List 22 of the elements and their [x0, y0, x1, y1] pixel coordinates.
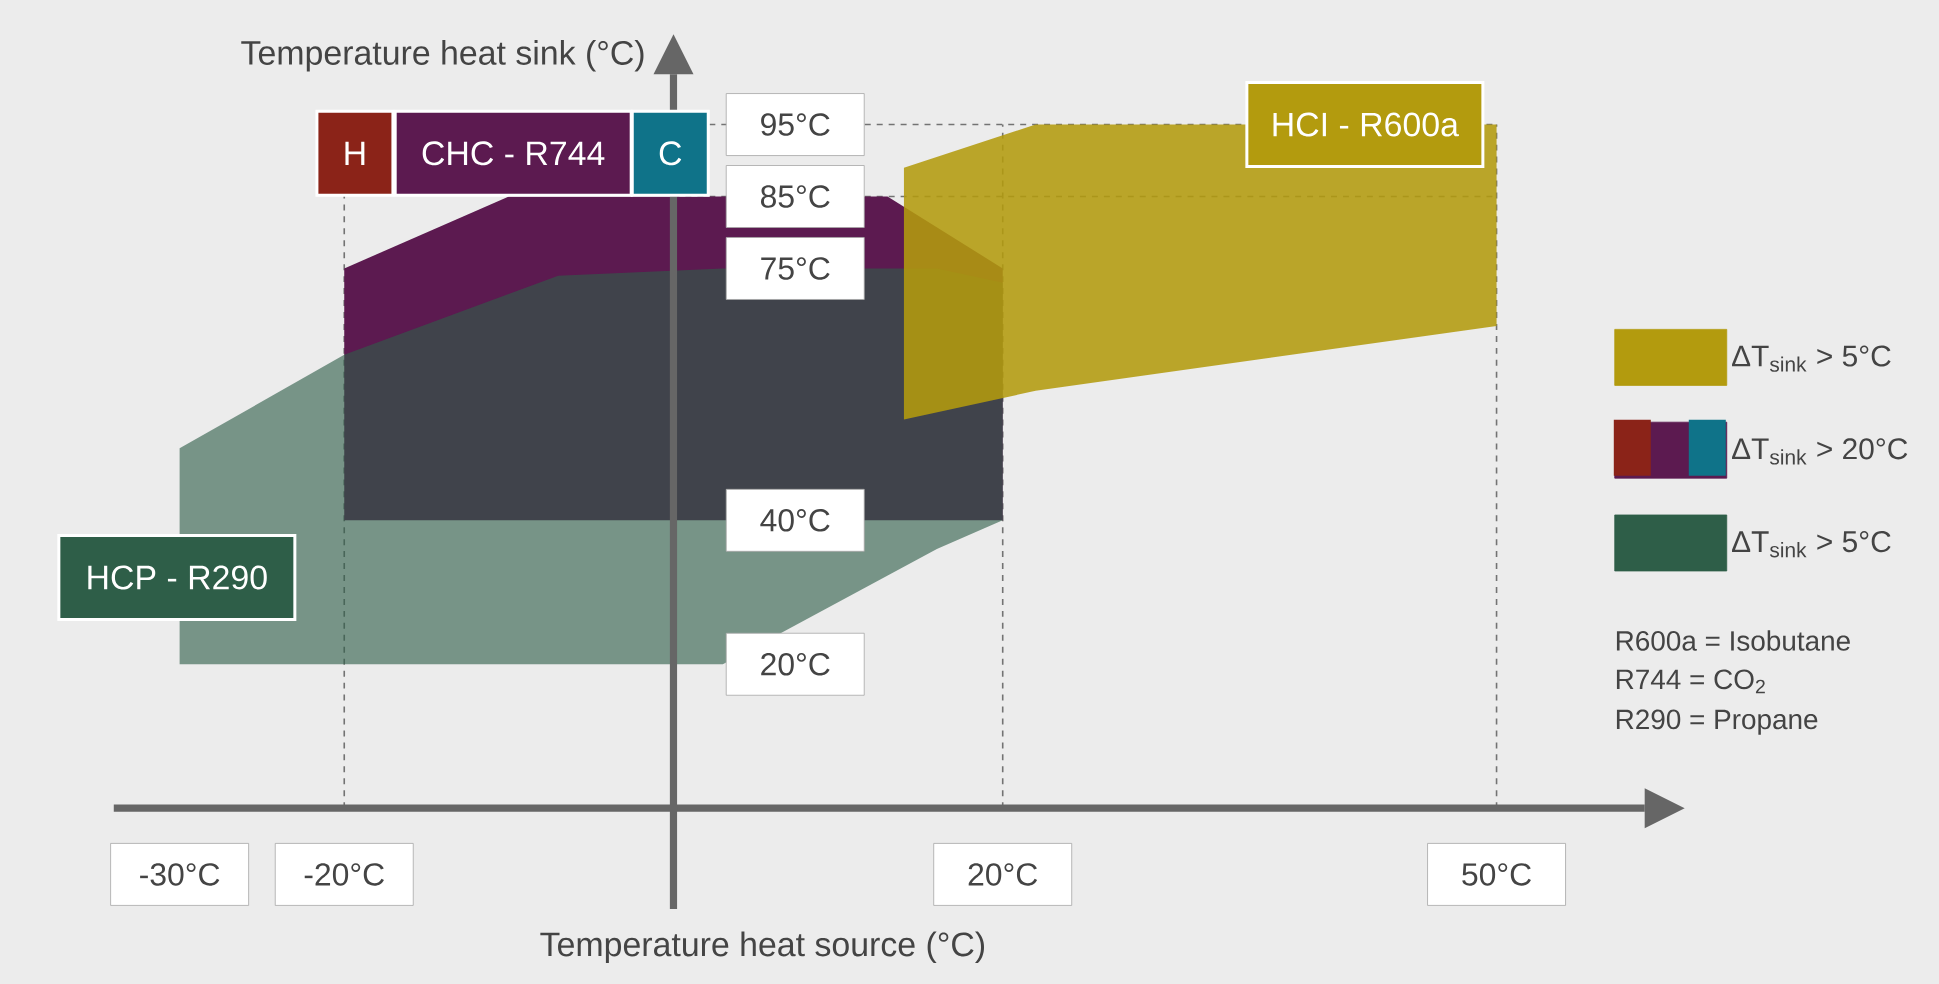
x-tick-label: 20°C	[968, 862, 1038, 886]
y-tick-label: 40°C	[760, 508, 830, 532]
y-tick-label: 20°C	[761, 652, 830, 676]
annotation: R600a = Isobutane	[1616, 630, 1850, 651]
legend-label: ΔT$_{sink}$ > 5°C	[1732, 345, 1891, 372]
annotation: R290 = Propane	[1616, 709, 1818, 735]
y-tick-label: 75°C	[761, 257, 830, 280]
x-tick-label: -30°C	[140, 862, 220, 886]
y-tick-label: 85°C	[760, 185, 830, 208]
annotation: R744 = CO$_{2}$	[1616, 669, 1765, 694]
annotation: C	[659, 141, 682, 166]
annotation: HCI - R600a	[1273, 112, 1459, 137]
legend-label: ΔT$_{sink}$ > 5°C	[1732, 530, 1891, 558]
y-tick-label: 95°C	[761, 113, 830, 136]
legend-label: ΔT$_{sink}$ > 20°C	[1732, 438, 1908, 465]
annotation: CHC - R744	[422, 141, 605, 166]
annotation: HCP - R290	[88, 565, 267, 590]
annotation: H	[345, 141, 365, 165]
x-axis-title: Temperature heat source (°C)	[540, 931, 984, 963]
x-tick-label: -20°C	[304, 862, 384, 886]
x-tick-label: 50°C	[1462, 862, 1531, 886]
y-axis-title: Temperature heat sink (°C)	[241, 39, 644, 72]
